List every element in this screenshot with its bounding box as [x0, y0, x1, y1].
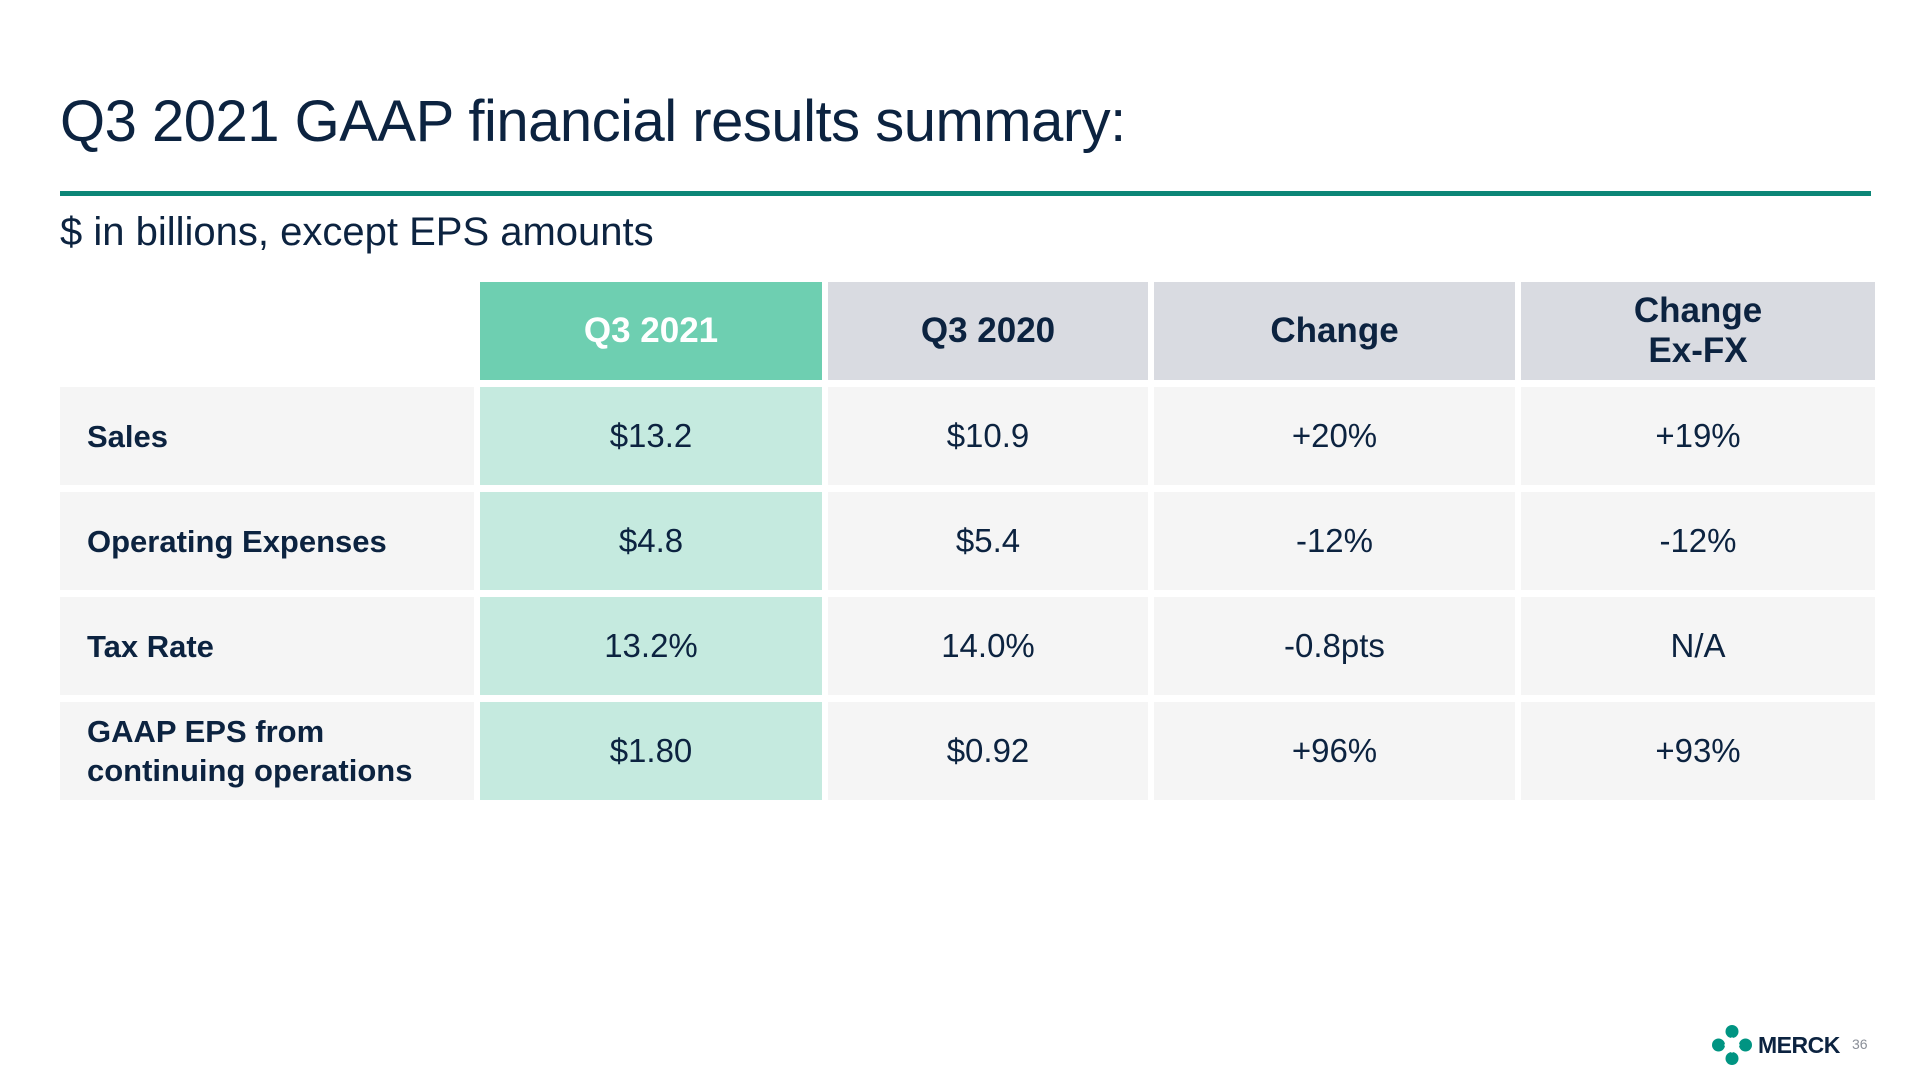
opex-q3-2021: $4.8	[480, 492, 822, 590]
tax-rate-change-ex-fx: N/A	[1521, 597, 1875, 695]
tax-rate-q3-2020: 14.0%	[828, 597, 1148, 695]
tax-rate-change: -0.8pts	[1154, 597, 1515, 695]
slide-title: Q3 2021 GAAP financial results summary:	[60, 89, 1126, 154]
page-number: 36	[1852, 1036, 1868, 1052]
header-change: Change	[1154, 282, 1515, 380]
header-change-ex-fx: Change Ex-FX	[1521, 282, 1875, 380]
merck-logo-text: MERCK	[1758, 1031, 1840, 1058]
slide-subtitle: $ in billions, except EPS amounts	[60, 210, 654, 254]
eps-change-ex-fx: +93%	[1521, 702, 1875, 800]
eps-q3-2020: $0.92	[828, 702, 1148, 800]
header-q3-2021: Q3 2021	[480, 282, 822, 380]
sales-change-ex-fx: +19%	[1521, 387, 1875, 485]
title-divider	[60, 191, 1871, 196]
sales-q3-2020: $10.9	[828, 387, 1148, 485]
opex-change: -12%	[1154, 492, 1515, 590]
merck-logo: MERCK	[1712, 1025, 1840, 1065]
tax-rate-q3-2021: 13.2%	[480, 597, 822, 695]
row-label-operating-expenses: Operating Expenses	[60, 492, 474, 590]
header-blank-cell	[60, 282, 474, 380]
financial-results-table: Q3 2021 Q3 2020 Change Change Ex-FX Sale…	[60, 282, 1875, 800]
merck-logo-icon	[1712, 1025, 1752, 1065]
opex-change-ex-fx: -12%	[1521, 492, 1875, 590]
row-label-tax-rate: Tax Rate	[60, 597, 474, 695]
row-label-sales: Sales	[60, 387, 474, 485]
eps-change: +96%	[1154, 702, 1515, 800]
sales-q3-2021: $13.2	[480, 387, 822, 485]
row-label-gaap-eps: GAAP EPS from continuing operations	[60, 702, 474, 800]
eps-q3-2021: $1.80	[480, 702, 822, 800]
opex-q3-2020: $5.4	[828, 492, 1148, 590]
header-q3-2020: Q3 2020	[828, 282, 1148, 380]
sales-change: +20%	[1154, 387, 1515, 485]
